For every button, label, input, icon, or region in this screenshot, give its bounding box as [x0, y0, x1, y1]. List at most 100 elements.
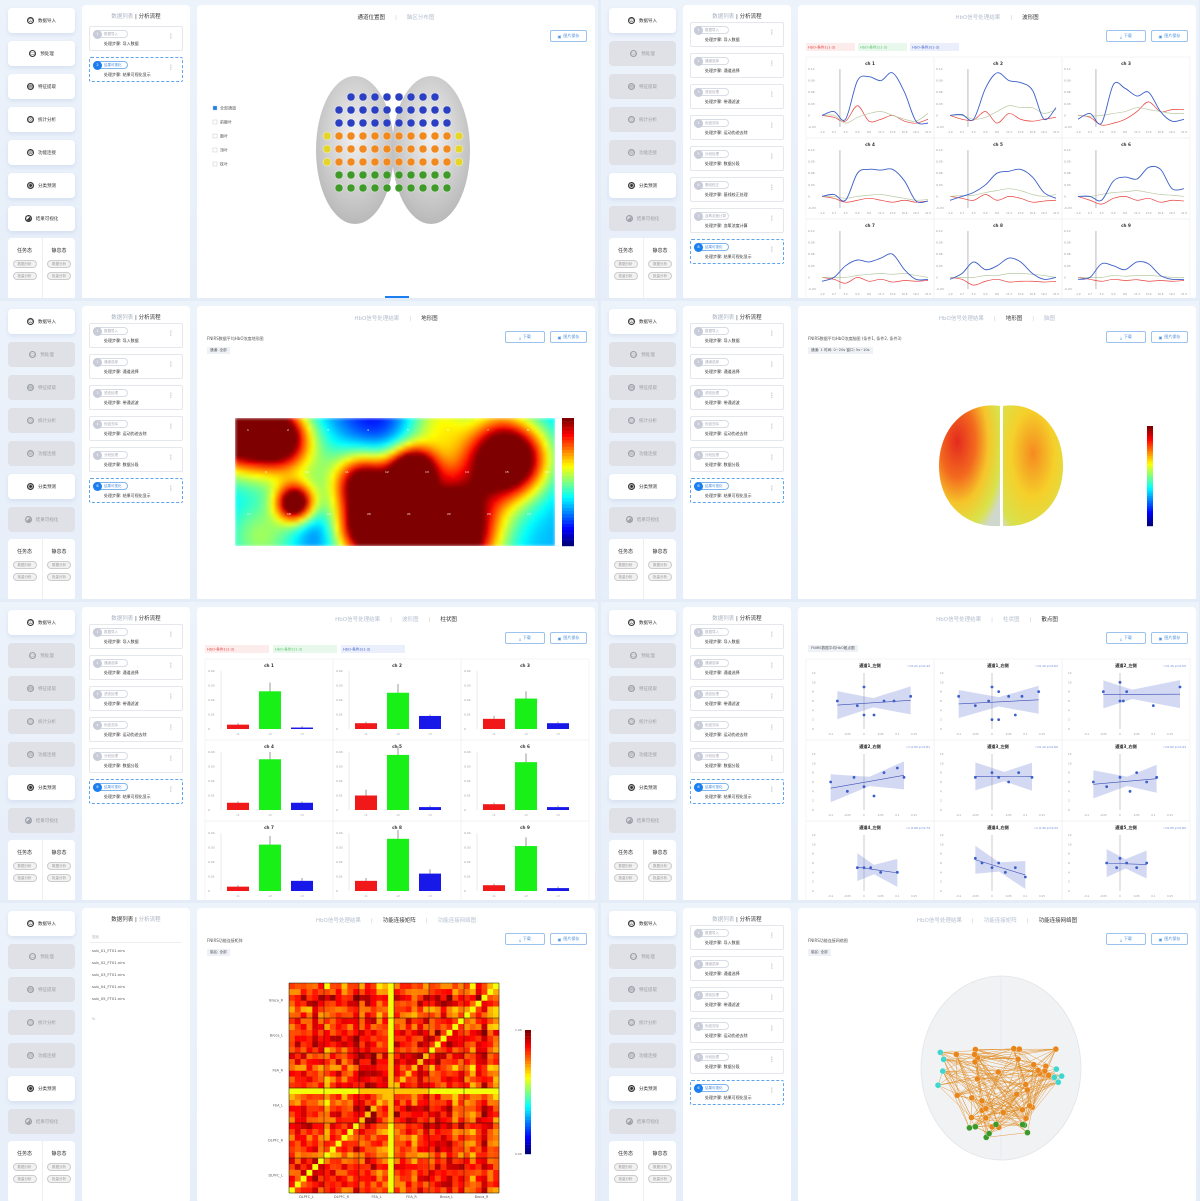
nav-button-4[interactable]: ⊚功能连接 — [8, 140, 75, 165]
bar[interactable] — [547, 888, 569, 891]
more-icon[interactable]: ⋮ — [769, 724, 775, 731]
bar[interactable] — [355, 723, 377, 729]
bar[interactable] — [483, 885, 505, 891]
data-point[interactable] — [853, 776, 856, 779]
electrode-marker[interactable] — [407, 93, 415, 101]
nav-button-5[interactable]: ◉分类预测 — [8, 173, 75, 198]
tab-data-list[interactable]: 数据列表 — [111, 616, 133, 622]
legend-checkbox[interactable] — [213, 134, 217, 138]
electrode-marker[interactable] — [359, 171, 367, 179]
tab-pipeline[interactable]: 分析流程 — [740, 14, 762, 20]
data-point[interactable] — [1004, 871, 1007, 874]
data-point[interactable] — [1007, 781, 1010, 784]
search-input[interactable]: 搜索 — [90, 933, 182, 943]
nav-button-0[interactable]: ⊙数据导入 — [609, 309, 676, 334]
data-point[interactable] — [863, 714, 866, 717]
bar[interactable] — [291, 728, 313, 729]
more-icon[interactable]: ⋮ — [168, 724, 174, 731]
bar[interactable] — [547, 807, 569, 810]
data-point[interactable] — [1021, 695, 1024, 698]
electrode-marker[interactable] — [359, 145, 367, 153]
electrode-marker[interactable] — [359, 184, 367, 192]
tab-data-list[interactable]: 数据列表 — [712, 315, 734, 321]
electrode-marker[interactable] — [335, 145, 343, 153]
scroll-indicator[interactable] — [385, 296, 409, 298]
electrode-marker[interactable] — [383, 93, 391, 101]
more-icon[interactable]: ⋮ — [769, 330, 775, 337]
nav-button-6[interactable]: ◪结果可视化 — [609, 507, 676, 532]
bar[interactable] — [355, 881, 377, 891]
mode-button[interactable]: 批量分析 — [614, 874, 638, 882]
data-point[interactable] — [863, 866, 866, 869]
nav-button-4[interactable]: ⊚功能连接 — [609, 742, 676, 767]
data-point[interactable] — [846, 790, 849, 793]
bar[interactable] — [515, 762, 537, 810]
data-point[interactable] — [974, 857, 977, 860]
mode-button[interactable]: 数据分析 — [614, 561, 638, 569]
data-point[interactable] — [1119, 681, 1122, 684]
nav-button-3[interactable]: ◎统计分析 — [8, 1010, 75, 1035]
electrode-marker[interactable] — [419, 93, 427, 101]
mode-button[interactable]: 数据分析 — [47, 561, 71, 569]
data-point[interactable] — [1024, 876, 1027, 879]
nav-button-2[interactable]: ▤特征提取 — [8, 977, 75, 1002]
electrode-marker[interactable] — [383, 145, 391, 153]
nav-button-2[interactable]: ▤特征提取 — [609, 375, 676, 400]
file-item[interactable]: sub_05_FT01.nirs — [92, 996, 125, 1001]
electrode-marker[interactable] — [431, 145, 439, 153]
mode-button[interactable]: 数据分析 — [648, 260, 672, 268]
electrode-marker[interactable] — [347, 184, 355, 192]
electrode-marker[interactable] — [371, 158, 379, 166]
data-point[interactable] — [1014, 866, 1017, 869]
bar[interactable] — [387, 693, 409, 729]
nav-button-3[interactable]: ◎统计分析 — [8, 709, 75, 734]
data-point[interactable] — [997, 718, 1000, 721]
data-point[interactable] — [991, 686, 994, 689]
nav-button-2[interactable]: ▤特征提取 — [609, 74, 676, 99]
mode-button[interactable]: 数据分析 — [13, 260, 37, 268]
legend-checkbox[interactable] — [213, 106, 217, 110]
more-icon[interactable]: ⋮ — [769, 215, 775, 222]
data-point[interactable] — [903, 776, 906, 779]
nav-button-2[interactable]: ▤特征提取 — [609, 676, 676, 701]
nav-button-1[interactable]: ▭预处理 — [8, 643, 75, 668]
data-point[interactable] — [1115, 866, 1118, 869]
bar[interactable] — [387, 755, 409, 810]
electrode-marker[interactable] — [395, 93, 403, 101]
mode-button[interactable]: 批量分析 — [614, 573, 638, 581]
electrode-marker[interactable] — [323, 158, 331, 166]
more-icon[interactable]: ⋮ — [168, 423, 174, 430]
mode-button[interactable]: 批量分析 — [614, 272, 638, 280]
electrode-marker[interactable] — [407, 184, 415, 192]
electrode-marker[interactable] — [431, 93, 439, 101]
data-point[interactable] — [1105, 862, 1108, 865]
mode-button[interactable]: 批量分析 — [648, 874, 672, 882]
data-point[interactable] — [1102, 690, 1105, 693]
electrode-marker[interactable] — [359, 132, 367, 140]
nav-button-0[interactable]: ⊙数据导入 — [8, 309, 75, 334]
data-point[interactable] — [1135, 771, 1138, 774]
mode-button[interactable]: 批量分析 — [47, 573, 71, 581]
electrode-marker[interactable] — [455, 145, 463, 153]
data-point[interactable] — [1155, 776, 1158, 779]
data-point[interactable] — [1119, 776, 1122, 779]
data-point[interactable] — [974, 704, 977, 707]
data-point[interactable] — [987, 700, 990, 703]
electrode-marker[interactable] — [335, 171, 343, 179]
nav-button-4[interactable]: ⊚功能连接 — [8, 441, 75, 466]
electrode-marker[interactable] — [443, 184, 451, 192]
refresh-icon[interactable]: ↻ — [92, 1016, 95, 1021]
data-point[interactable] — [879, 871, 882, 874]
data-point[interactable] — [1119, 857, 1122, 860]
bar[interactable] — [419, 716, 441, 729]
electrode-marker[interactable] — [455, 132, 463, 140]
